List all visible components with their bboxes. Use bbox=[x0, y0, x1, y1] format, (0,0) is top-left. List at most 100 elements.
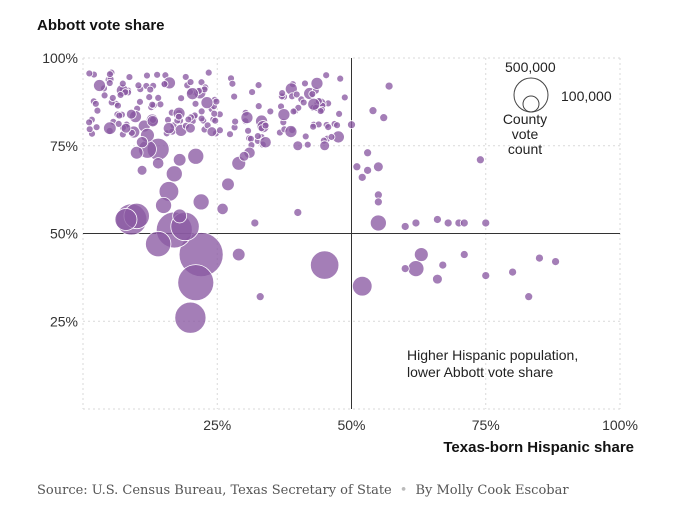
data-point bbox=[277, 108, 291, 122]
data-point bbox=[369, 214, 387, 232]
data-point bbox=[438, 260, 448, 270]
data-point bbox=[308, 90, 317, 98]
data-point bbox=[114, 120, 123, 128]
data-point bbox=[319, 140, 330, 152]
annotation-line-2: lower Abbott vote share bbox=[407, 364, 554, 380]
legend-circle-500k bbox=[513, 77, 549, 113]
data-point bbox=[400, 264, 410, 274]
data-point bbox=[310, 250, 340, 280]
data-point bbox=[244, 126, 252, 135]
data-point bbox=[136, 97, 144, 106]
data-point bbox=[204, 68, 213, 77]
x-tick-label: 75% bbox=[472, 417, 500, 433]
data-point bbox=[289, 107, 298, 116]
data-point bbox=[357, 172, 367, 182]
data-point bbox=[301, 132, 310, 141]
data-point bbox=[322, 71, 331, 80]
legend-circle-100k bbox=[522, 95, 540, 113]
data-point bbox=[216, 126, 224, 135]
y-tick-label: 100% bbox=[42, 50, 78, 66]
data-point bbox=[266, 107, 275, 116]
x-tick-label: 25% bbox=[203, 417, 231, 433]
data-point bbox=[333, 121, 341, 130]
data-point bbox=[85, 69, 94, 78]
data-point bbox=[307, 97, 321, 111]
data-point bbox=[160, 80, 169, 88]
data-point bbox=[226, 130, 234, 139]
data-point bbox=[351, 275, 373, 297]
data-point bbox=[310, 76, 324, 90]
y-tick-label: 50% bbox=[50, 226, 78, 242]
data-point bbox=[335, 110, 343, 118]
data-point bbox=[174, 301, 207, 334]
data-point bbox=[187, 147, 205, 165]
data-point bbox=[146, 85, 155, 94]
data-point bbox=[413, 247, 429, 262]
data-point bbox=[125, 73, 134, 81]
source-line: Source: U.S. Census Bureau, Texas Secret… bbox=[37, 483, 569, 498]
data-point bbox=[143, 71, 151, 80]
annotation-line-1: Higher Hispanic population, bbox=[407, 347, 579, 363]
x-tick-label: 50% bbox=[337, 417, 365, 433]
data-point bbox=[106, 70, 114, 79]
y-tick-label: 25% bbox=[50, 313, 78, 329]
data-point bbox=[250, 218, 260, 228]
data-point bbox=[108, 94, 117, 102]
data-point bbox=[231, 117, 240, 126]
data-point bbox=[240, 111, 254, 125]
data-point bbox=[327, 133, 336, 141]
y-tick-label: 75% bbox=[50, 138, 78, 154]
data-point bbox=[551, 257, 560, 267]
data-point bbox=[373, 161, 384, 173]
data-point bbox=[181, 73, 190, 81]
data-point bbox=[116, 91, 125, 99]
data-point bbox=[197, 107, 206, 116]
data-point bbox=[292, 140, 304, 152]
data-point bbox=[115, 111, 124, 120]
data-point bbox=[212, 97, 221, 106]
data-point bbox=[411, 218, 421, 228]
data-point bbox=[352, 162, 362, 172]
data-point bbox=[172, 153, 187, 167]
data-point bbox=[126, 108, 137, 120]
data-point bbox=[293, 208, 303, 217]
source-separator: • bbox=[399, 483, 408, 498]
data-point bbox=[221, 177, 235, 192]
data-point bbox=[379, 113, 389, 123]
legend-label-100k: 100,000 bbox=[561, 88, 612, 104]
data-point bbox=[210, 109, 219, 118]
data-point bbox=[114, 208, 138, 231]
data-point bbox=[155, 196, 172, 214]
data-point bbox=[481, 271, 491, 281]
data-point bbox=[148, 100, 157, 109]
data-point bbox=[524, 292, 534, 302]
data-point bbox=[292, 90, 301, 99]
data-point bbox=[443, 218, 453, 228]
data-point bbox=[299, 98, 308, 107]
data-point bbox=[197, 78, 206, 87]
data-point bbox=[135, 136, 149, 149]
data-point bbox=[165, 165, 183, 183]
data-point bbox=[146, 115, 159, 128]
data-point bbox=[254, 81, 263, 90]
data-point bbox=[136, 164, 148, 176]
data-point bbox=[85, 118, 94, 127]
data-point bbox=[459, 218, 469, 228]
data-point bbox=[145, 93, 154, 102]
data-point bbox=[85, 125, 94, 134]
data-point bbox=[432, 273, 443, 285]
byline: By Molly Cook Escobar bbox=[415, 483, 569, 498]
data-point bbox=[154, 93, 163, 102]
data-point bbox=[129, 146, 144, 160]
quadrant-annotation: Higher Hispanic population, lower Abbott… bbox=[407, 347, 578, 381]
data-point bbox=[153, 70, 162, 79]
data-point bbox=[363, 148, 373, 158]
data-point bbox=[340, 93, 349, 102]
data-point bbox=[184, 115, 193, 124]
data-point bbox=[186, 78, 195, 86]
data-point bbox=[186, 87, 199, 101]
source-text: Source: U.S. Census Bureau, Texas Secret… bbox=[37, 483, 392, 498]
data-point bbox=[535, 253, 544, 263]
data-point bbox=[174, 112, 183, 121]
